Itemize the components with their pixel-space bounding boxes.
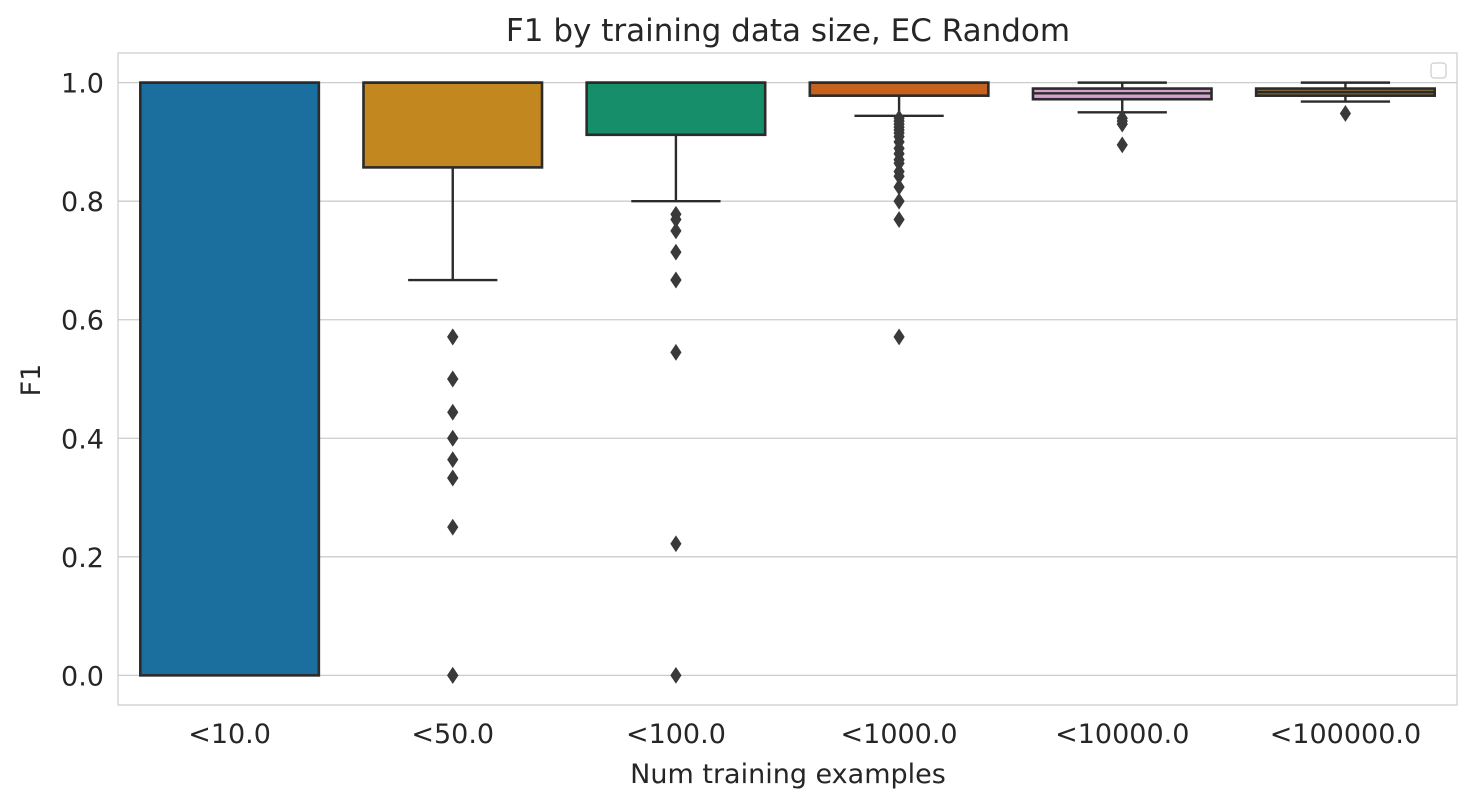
outlier-point: [1116, 115, 1128, 133]
x-tick-label: <50.0: [411, 719, 494, 750]
outlier-point: [670, 666, 682, 684]
outlier-point: [670, 222, 682, 240]
outlier-point: [893, 192, 905, 210]
box-iqr: [585, 81, 767, 137]
y-tick-label: 1.0: [61, 69, 104, 100]
box-iqr: [139, 81, 321, 677]
box-group: [1254, 81, 1436, 122]
x-tick-label: <100.0: [626, 719, 726, 750]
y-tick-label: 0.4: [61, 424, 104, 455]
y-tick-label: 0.6: [61, 306, 104, 337]
x-tick-label: <10.0: [188, 719, 271, 750]
outlier-point: [1339, 105, 1352, 122]
outlier-point: [447, 429, 459, 447]
chart-title: F1 by training data size, EC Random: [506, 13, 1070, 49]
y-tick-label: 0.8: [61, 187, 104, 218]
outlier-point: [447, 518, 459, 536]
outlier-point: [670, 535, 682, 553]
gridlines: [118, 81, 1457, 677]
box-group: [139, 81, 321, 677]
box-plots: [139, 81, 1436, 684]
box-group: [362, 81, 544, 684]
outlier-point: [447, 403, 459, 421]
outlier-point: [447, 666, 459, 684]
outlier-point: [670, 343, 682, 361]
outlier-point: [893, 211, 905, 228]
y-tick-label: 0.0: [61, 661, 104, 692]
x-tick-label: <1000.0: [841, 719, 958, 750]
y-tick-label: 0.2: [61, 543, 104, 574]
outlier-point: [670, 271, 682, 289]
outlier-point: [893, 328, 905, 346]
plot-frame: [117, 52, 1458, 706]
box-group: [1031, 81, 1213, 154]
outlier-point: [447, 469, 459, 487]
y-axis-ticks: 0.0 0.2 0.4 0.6 0.8 1.0: [61, 69, 104, 693]
x-tick-label: <10000.0: [1055, 719, 1189, 750]
box-group: [585, 81, 767, 684]
box-iqr: [808, 81, 990, 97]
outlier-point: [447, 328, 459, 346]
outlier-point: [893, 178, 905, 196]
y-axis-label: F1: [16, 364, 47, 397]
outlier-point: [447, 370, 459, 388]
box-group: [808, 81, 990, 346]
legend-box: [1430, 62, 1447, 79]
x-axis-label: Num training examples: [630, 759, 946, 790]
outlier-point: [447, 451, 459, 469]
x-axis-ticks: <10.0 <50.0 <100.0 <1000.0 <10000.0 <100000.0: [188, 719, 1421, 750]
outlier-point: [1116, 136, 1128, 154]
box-iqr: [362, 81, 544, 169]
x-tick-label: <100000.0: [1270, 719, 1421, 750]
outlier-point: [670, 243, 682, 261]
